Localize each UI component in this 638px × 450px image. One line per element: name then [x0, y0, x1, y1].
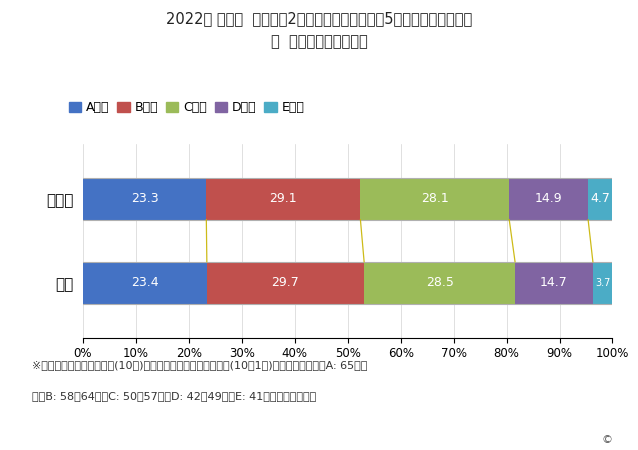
Text: 14.9: 14.9 [535, 192, 563, 205]
Bar [593, 262, 612, 304]
Text: 28.1: 28.1 [421, 192, 449, 205]
Text: 3.7: 3.7 [595, 278, 611, 288]
Text: 上、B: 58～64点、C: 50～57点、D: 42～49点、E: 41点以下としている: 上、B: 58～64点、C: 50～57点、D: 42～49点、E: 41点以下… [32, 392, 316, 401]
Bar [588, 178, 613, 220]
Text: ©: © [602, 436, 612, 446]
Text: ～  全国平均との比較～: ～ 全国平均との比較～ [271, 34, 367, 49]
Bar [509, 178, 588, 220]
Text: 29.1: 29.1 [270, 192, 297, 205]
Text: 14.7: 14.7 [540, 276, 568, 289]
Text: 23.3: 23.3 [131, 192, 158, 205]
Bar [364, 262, 515, 304]
Bar [207, 262, 364, 304]
Legend: A段階, B段階, C段階, D段階, E段階: A段階, B段階, C段階, D段階, E段階 [64, 96, 309, 119]
Text: 23.4: 23.4 [131, 276, 159, 289]
Bar [83, 262, 207, 304]
Text: 4.7: 4.7 [591, 192, 611, 205]
Bar [83, 178, 206, 220]
Bar [360, 178, 509, 220]
Text: 29.7: 29.7 [272, 276, 299, 289]
Text: 2022年 青森県  女子中学2年生の体力運動能力の5段階評価による分布: 2022年 青森県 女子中学2年生の体力運動能力の5段階評価による分布 [166, 11, 472, 26]
Text: ※体力・運動能力総合評価(10歳)は新体力テストの項目別得点(10～1点)の合計によって、A: 65点以: ※体力・運動能力総合評価(10歳)は新体力テストの項目別得点(10～1点)の合計… [32, 360, 367, 370]
Text: 28.5: 28.5 [426, 276, 454, 289]
Bar [206, 178, 360, 220]
Bar [515, 262, 593, 304]
